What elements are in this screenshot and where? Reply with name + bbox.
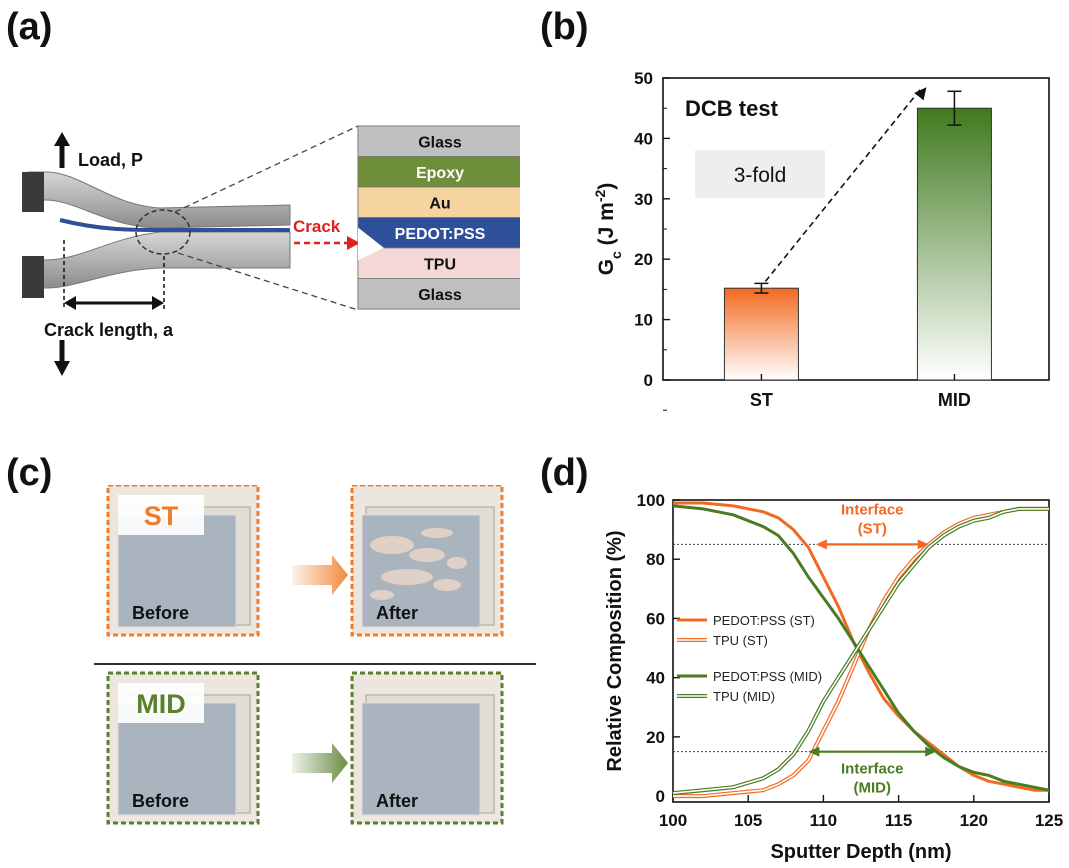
- crack-length-label: Crack length, a: [44, 320, 174, 340]
- y-axis-label: Gc (J m-2): [592, 183, 624, 276]
- y-tick-label: 50: [634, 69, 653, 88]
- interface-label-0: Interface: [841, 501, 904, 518]
- annotation-fold: 3-fold: [734, 164, 787, 187]
- x-tick-label: 115: [885, 811, 912, 830]
- y-tick-label: 40: [646, 669, 665, 688]
- x-axis-label: Sputter Depth (nm): [770, 841, 951, 863]
- y-axis-label: Relative Composition (%): [604, 530, 626, 771]
- layer-label-1: Epoxy: [416, 165, 464, 182]
- layer-4: [357, 247, 520, 279]
- x-tick-label: 110: [810, 811, 837, 830]
- y-tick-label: 20: [646, 728, 665, 747]
- load-arrow-down: [54, 340, 70, 376]
- layer-1: [357, 156, 520, 188]
- panel-label-b: (b): [540, 6, 589, 48]
- y-tick-label: 10: [634, 311, 653, 330]
- interface-label-1: Interface: [841, 761, 904, 778]
- sample-label-st: ST: [144, 501, 179, 531]
- panel-label-d: (d): [540, 452, 589, 494]
- sample-label-mid: MID: [136, 689, 186, 719]
- layer-label-4: TPU: [424, 256, 456, 273]
- layer-label-0: Glass: [418, 134, 462, 151]
- x-tick-label: 125: [1035, 811, 1063, 830]
- panel-label-c: (c): [6, 452, 53, 494]
- interface-sublabel-1: (MID): [854, 780, 892, 797]
- sample-photos: Before After ST Before After MID: [94, 485, 536, 825]
- transition-arrow: [292, 743, 348, 783]
- photo-label: After: [376, 603, 418, 623]
- lower-grip: [22, 256, 44, 298]
- x-tick-label-st: ST: [750, 390, 773, 410]
- photo-mid-after: After: [350, 671, 504, 825]
- y-tick-label: 30: [634, 190, 653, 209]
- x-tick-label: 120: [960, 811, 988, 830]
- lower-beam: [27, 231, 291, 289]
- legend-label-3: TPU (MID): [713, 689, 775, 704]
- fold-box: [695, 150, 825, 198]
- x-tick-label: 105: [734, 811, 762, 830]
- dcb-schematic: Load, P Crack length, a Crack Glass Epoxy…: [22, 125, 520, 376]
- layer-label-2: Au: [429, 195, 450, 212]
- gc-bar-chart: 0 10 20 30 40 50 Gc (J m-2) ST MID DCB test 3-fold: [592, 69, 1050, 411]
- layer-5: [357, 278, 520, 310]
- y-tick-label: 20: [634, 250, 653, 269]
- layer-2: [357, 186, 520, 218]
- photo-label: Before: [132, 603, 189, 623]
- y-tick-label: 0: [656, 787, 665, 806]
- x-tick-label: 100: [659, 811, 687, 830]
- trend-arrow: [764, 88, 922, 282]
- y-tick-label: 80: [646, 550, 665, 569]
- upper-grip: [22, 172, 44, 212]
- legend-label-0: PEDOT:PSS (ST): [713, 613, 815, 628]
- y-tick-label: 60: [646, 609, 665, 628]
- upper-beam: [27, 171, 291, 229]
- transition-arrow: [292, 555, 348, 595]
- x-tick-label-mid: MID: [938, 390, 971, 410]
- crack-label: Crack: [293, 217, 341, 236]
- photo-label: After: [376, 791, 418, 811]
- layer-stack: Glass Epoxy Au PEDOT:PSS TPU Glass: [357, 125, 520, 310]
- plot-frame: [672, 499, 1050, 803]
- bar-st: [723, 287, 799, 381]
- interface-sublabel-0: (ST): [858, 520, 887, 537]
- zoom-circle: [135, 209, 191, 255]
- legend-label-1: TPU (ST): [713, 633, 768, 648]
- composition-line-chart: 0 20 40 60 80 100 100 105 110 115 120 125 Sputter De…: [604, 491, 1063, 863]
- y-tick-label: 40: [634, 129, 653, 148]
- load-arrow-up: [54, 132, 70, 168]
- annotation-title: DCB test: [685, 96, 779, 121]
- layer-label-3: PEDOT:PSS: [395, 226, 486, 243]
- bar-mid: [916, 107, 992, 381]
- panel-label-a: (a): [6, 6, 53, 48]
- layer-0: [357, 125, 520, 157]
- series-line-0: [673, 501, 1049, 792]
- interlayer: [59, 218, 290, 232]
- series-line-2: [672, 504, 1050, 792]
- photo-st-after: After: [350, 485, 504, 637]
- legend-label-2: PEDOT:PSS (MID): [713, 669, 822, 684]
- load-label: Load, P: [78, 150, 143, 170]
- y-tick-label: 0: [644, 371, 653, 390]
- photo-label: Before: [132, 791, 189, 811]
- y-tick-label: 100: [637, 491, 665, 510]
- layer-label-5: Glass: [418, 287, 462, 304]
